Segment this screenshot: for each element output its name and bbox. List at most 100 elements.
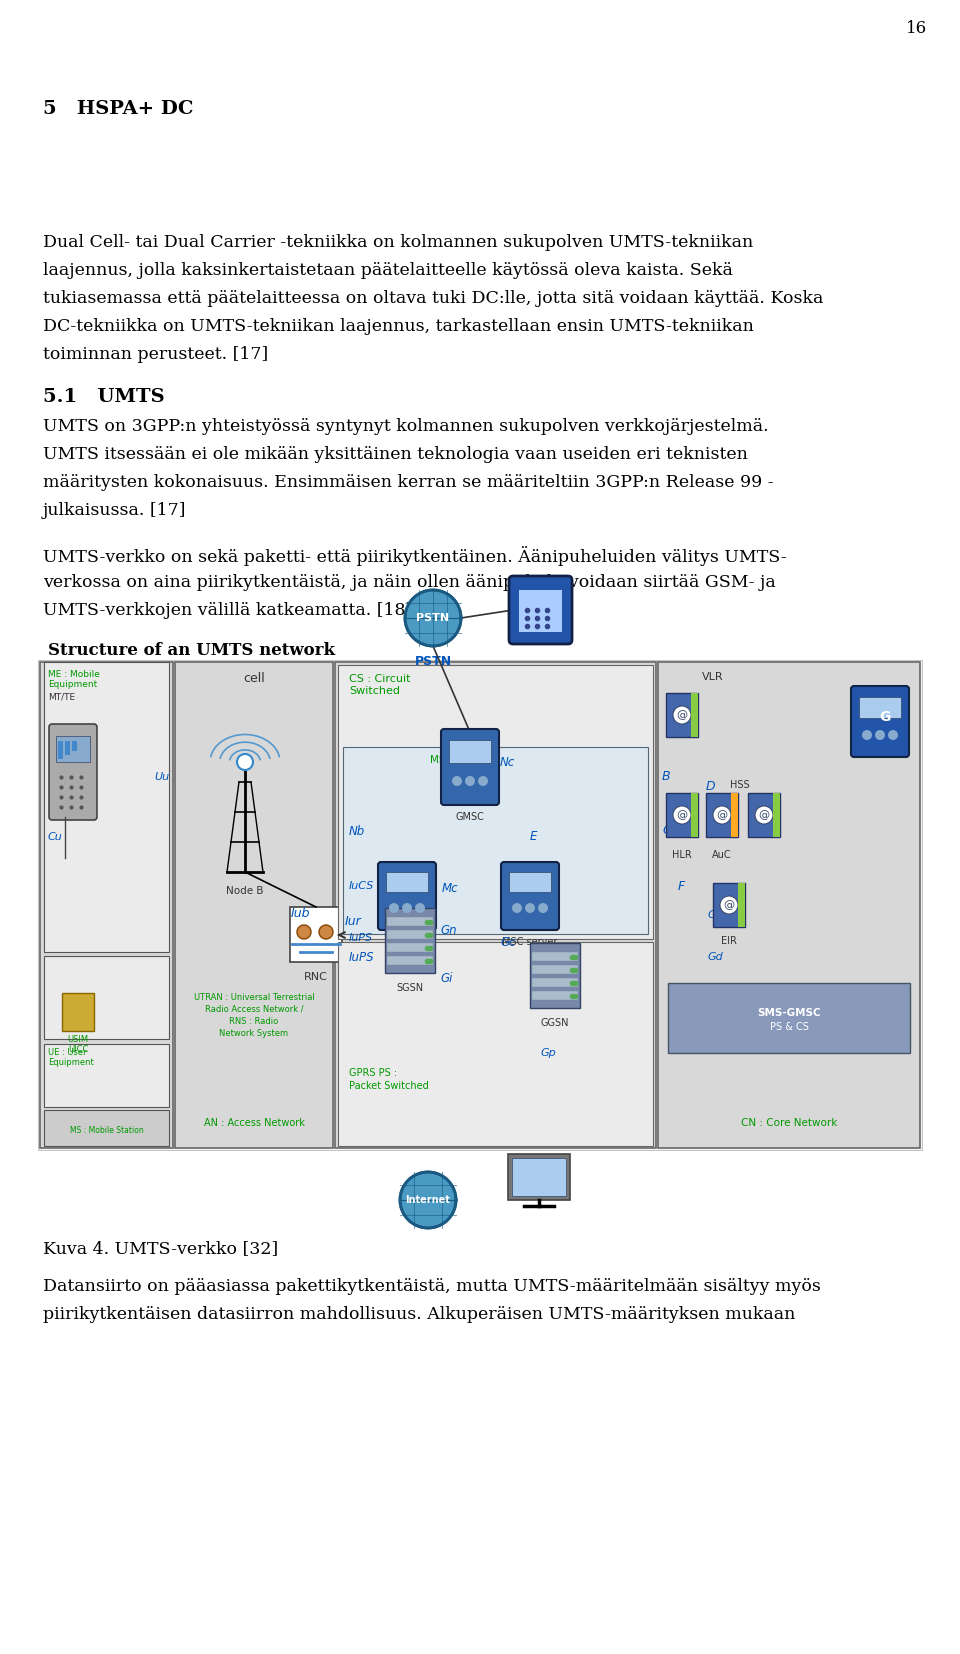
FancyBboxPatch shape xyxy=(44,1044,169,1107)
Text: Gn: Gn xyxy=(440,925,457,938)
Text: @: @ xyxy=(677,710,687,719)
Circle shape xyxy=(478,776,488,786)
Text: @: @ xyxy=(716,810,728,820)
Circle shape xyxy=(875,729,885,739)
Text: UE : User: UE : User xyxy=(48,1047,86,1057)
Bar xyxy=(691,693,698,738)
Text: Packet Switched: Packet Switched xyxy=(349,1082,429,1092)
Bar xyxy=(532,964,578,974)
Text: GGSN: GGSN xyxy=(540,1017,569,1029)
Circle shape xyxy=(538,903,548,913)
FancyBboxPatch shape xyxy=(56,736,90,762)
FancyBboxPatch shape xyxy=(509,576,572,643)
Circle shape xyxy=(862,729,872,739)
Bar xyxy=(72,741,77,751)
Text: UMTS-verkkojen välillä katkeamatta. [18]: UMTS-verkkojen välillä katkeamatta. [18] xyxy=(43,602,412,619)
FancyBboxPatch shape xyxy=(49,724,97,820)
Text: H: H xyxy=(730,824,739,837)
Bar xyxy=(731,792,738,837)
Text: CS-MGW: CS-MGW xyxy=(386,938,428,948)
Text: Internet: Internet xyxy=(405,1194,450,1206)
Text: Gc: Gc xyxy=(500,936,516,949)
Circle shape xyxy=(400,1173,456,1227)
Circle shape xyxy=(402,903,412,913)
Text: C: C xyxy=(662,824,671,837)
Text: B: B xyxy=(662,771,671,782)
Bar xyxy=(58,741,63,759)
Text: Gp: Gp xyxy=(540,1049,556,1059)
FancyBboxPatch shape xyxy=(666,693,698,738)
FancyBboxPatch shape xyxy=(40,662,173,1148)
FancyBboxPatch shape xyxy=(851,686,909,758)
Text: UMTS on 3GPP:n yhteistyössä syntynyt kolmannen sukupolven verkkojärjestelmä.: UMTS on 3GPP:n yhteistyössä syntynyt kol… xyxy=(43,418,769,435)
Text: @: @ xyxy=(724,900,734,910)
Text: SGSN: SGSN xyxy=(396,982,423,992)
Text: laajennus, jolla kaksinkertaistetaan päätelaitteelle käytössä oleva kaista. Sekä: laajennus, jolla kaksinkertaistetaan pää… xyxy=(43,261,732,280)
Text: MSC server: MSC server xyxy=(502,938,558,948)
Circle shape xyxy=(673,805,691,824)
Circle shape xyxy=(452,776,462,786)
Text: MSC: MSC xyxy=(430,754,453,766)
FancyBboxPatch shape xyxy=(38,660,922,1150)
FancyBboxPatch shape xyxy=(748,792,780,837)
Text: julkaisussa. [17]: julkaisussa. [17] xyxy=(43,503,186,519)
Text: F: F xyxy=(678,880,685,893)
Circle shape xyxy=(720,896,738,915)
Text: Radio Access Network /: Radio Access Network / xyxy=(204,1006,303,1014)
Circle shape xyxy=(405,590,461,647)
Circle shape xyxy=(512,903,522,913)
Text: MS : Mobile Station: MS : Mobile Station xyxy=(70,1126,143,1135)
Circle shape xyxy=(713,805,731,824)
Text: SMS-GMSC: SMS-GMSC xyxy=(757,1007,821,1017)
Circle shape xyxy=(888,729,898,739)
Text: Equipment: Equipment xyxy=(48,1057,94,1067)
Text: 5   HSPA+ DC: 5 HSPA+ DC xyxy=(43,99,194,117)
Text: CN : Core Network: CN : Core Network xyxy=(741,1118,837,1128)
FancyBboxPatch shape xyxy=(449,739,491,762)
FancyBboxPatch shape xyxy=(62,992,94,1030)
Text: VLR: VLR xyxy=(702,672,724,681)
Bar xyxy=(387,930,433,939)
Text: Gf,Sv: Gf,Sv xyxy=(708,910,737,920)
Circle shape xyxy=(319,925,333,939)
FancyBboxPatch shape xyxy=(44,662,169,951)
Bar xyxy=(387,943,433,953)
Text: Gi: Gi xyxy=(440,971,452,984)
Text: UTRAN : Universal Terrestrial: UTRAN : Universal Terrestrial xyxy=(194,992,314,1002)
Text: UICC: UICC xyxy=(68,1045,88,1054)
Text: Kuva 4. UMTS-verkko [32]: Kuva 4. UMTS-verkko [32] xyxy=(43,1240,278,1257)
FancyBboxPatch shape xyxy=(668,982,910,1054)
Text: @: @ xyxy=(758,810,770,820)
FancyBboxPatch shape xyxy=(290,906,342,963)
FancyBboxPatch shape xyxy=(706,792,738,837)
FancyBboxPatch shape xyxy=(44,1110,169,1146)
FancyBboxPatch shape xyxy=(385,908,435,973)
Text: AN : Access Network: AN : Access Network xyxy=(204,1118,304,1128)
FancyBboxPatch shape xyxy=(666,792,698,837)
Bar xyxy=(532,978,578,987)
Text: G: G xyxy=(879,710,891,724)
Text: IuPS: IuPS xyxy=(349,951,374,964)
FancyBboxPatch shape xyxy=(658,662,920,1148)
FancyBboxPatch shape xyxy=(441,729,499,805)
Text: EIR: EIR xyxy=(721,936,737,946)
Text: HSS: HSS xyxy=(730,781,750,791)
Text: Structure of an UMTS network: Structure of an UMTS network xyxy=(48,642,335,658)
FancyBboxPatch shape xyxy=(512,1158,566,1196)
Text: Cu: Cu xyxy=(48,832,62,842)
Text: määritysten kokonaisuus. Ensimmäisen kerran se määriteltiin 3GPP:n Release 99 -: määritysten kokonaisuus. Ensimmäisen ker… xyxy=(43,475,774,491)
Circle shape xyxy=(415,903,425,913)
Text: Node B: Node B xyxy=(227,887,264,896)
Circle shape xyxy=(237,754,253,771)
Text: Iub: Iub xyxy=(290,906,310,920)
Circle shape xyxy=(755,805,773,824)
Text: D: D xyxy=(706,781,715,792)
FancyBboxPatch shape xyxy=(508,1154,570,1201)
Text: Gd: Gd xyxy=(708,953,724,963)
Text: IuPS: IuPS xyxy=(349,933,373,943)
Text: GPRS PS :: GPRS PS : xyxy=(349,1068,397,1078)
Text: verkossa on aina piirikytkentäistä, ja näin ollen äänipuhelu voidaan siirtää GSM: verkossa on aina piirikytkentäistä, ja n… xyxy=(43,574,776,590)
Text: piirikytkentäisen datasiirron mahdollisuus. Alkuperäisen UMTS-määrityksen mukaan: piirikytkentäisen datasiirron mahdollisu… xyxy=(43,1307,796,1323)
Bar xyxy=(691,792,698,837)
Text: RNS : Radio: RNS : Radio xyxy=(229,1017,278,1025)
